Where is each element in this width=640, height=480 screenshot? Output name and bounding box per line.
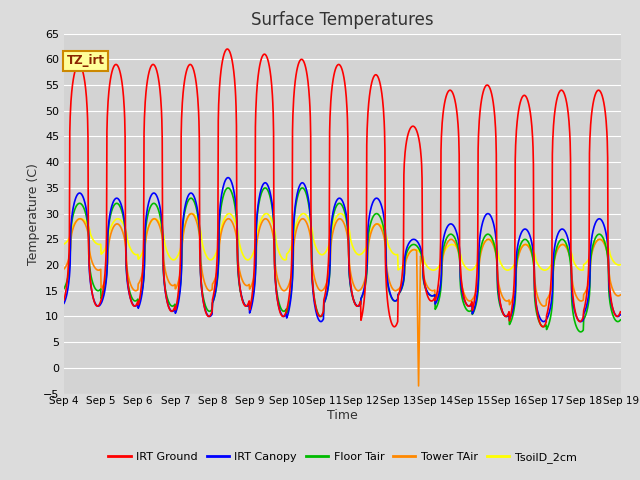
IRT Ground <box>223 46 231 52</box>
IRT Ground <box>246 303 254 309</box>
Floor Tair <box>60 286 68 291</box>
IRT Ground <box>170 305 178 311</box>
TsoilD_2cm <box>246 256 254 262</box>
Floor Tair <box>577 329 584 335</box>
TsoilD_2cm <box>60 241 68 247</box>
Tower TAir <box>246 285 254 291</box>
Floor Tair <box>502 313 509 319</box>
Title: Surface Temperatures: Surface Temperatures <box>251 11 434 29</box>
Tower TAir <box>616 292 624 298</box>
Y-axis label: Temperature (C): Temperature (C) <box>27 163 40 264</box>
Line: IRT Ground: IRT Ground <box>64 49 620 327</box>
IRT Ground <box>616 309 624 315</box>
Floor Tair <box>616 317 624 323</box>
IRT Canopy <box>60 300 68 306</box>
Floor Tair <box>429 293 436 299</box>
TsoilD_2cm <box>551 250 559 256</box>
TsoilD_2cm <box>502 267 510 273</box>
IRT Ground <box>551 107 559 113</box>
TsoilD_2cm <box>429 267 437 273</box>
IRT Canopy <box>551 241 559 247</box>
IRT Canopy <box>502 313 509 319</box>
X-axis label: Time: Time <box>327 409 358 422</box>
Tower TAir <box>551 254 559 260</box>
TsoilD_2cm <box>429 267 436 273</box>
Tower TAir <box>188 211 195 216</box>
IRT Ground <box>184 64 191 70</box>
Tower TAir <box>184 215 191 220</box>
Tower TAir <box>60 266 68 272</box>
IRT Canopy <box>429 293 436 299</box>
Floor Tair <box>551 254 559 260</box>
IRT Canopy <box>170 307 178 313</box>
Line: TsoilD_2cm: TsoilD_2cm <box>64 214 620 270</box>
Tower TAir <box>429 288 437 294</box>
Tower TAir <box>170 282 178 288</box>
Floor Tair <box>184 199 191 204</box>
TsoilD_2cm <box>616 262 624 268</box>
Tower TAir <box>415 383 422 389</box>
IRT Canopy <box>246 308 254 314</box>
Floor Tair <box>170 302 178 308</box>
IRT Canopy <box>184 194 191 200</box>
IRT Canopy <box>540 319 547 324</box>
IRT Ground <box>429 298 436 303</box>
IRT Ground <box>60 297 68 303</box>
TsoilD_2cm <box>184 215 191 221</box>
Line: Floor Tair: Floor Tair <box>64 188 620 332</box>
Tower TAir <box>502 298 510 304</box>
IRT Ground <box>539 324 547 330</box>
Legend: IRT Ground, IRT Canopy, Floor Tair, Tower TAir, TsoilD_2cm: IRT Ground, IRT Canopy, Floor Tair, Towe… <box>104 447 581 467</box>
IRT Ground <box>502 313 509 319</box>
TsoilD_2cm <box>300 211 307 216</box>
IRT Canopy <box>616 312 624 317</box>
Floor Tair <box>224 185 232 191</box>
Text: TZ_irt: TZ_irt <box>67 54 105 67</box>
Line: Tower TAir: Tower TAir <box>64 214 620 386</box>
TsoilD_2cm <box>170 257 178 263</box>
Line: IRT Canopy: IRT Canopy <box>64 178 620 322</box>
Floor Tair <box>246 303 254 309</box>
IRT Canopy <box>224 175 232 180</box>
